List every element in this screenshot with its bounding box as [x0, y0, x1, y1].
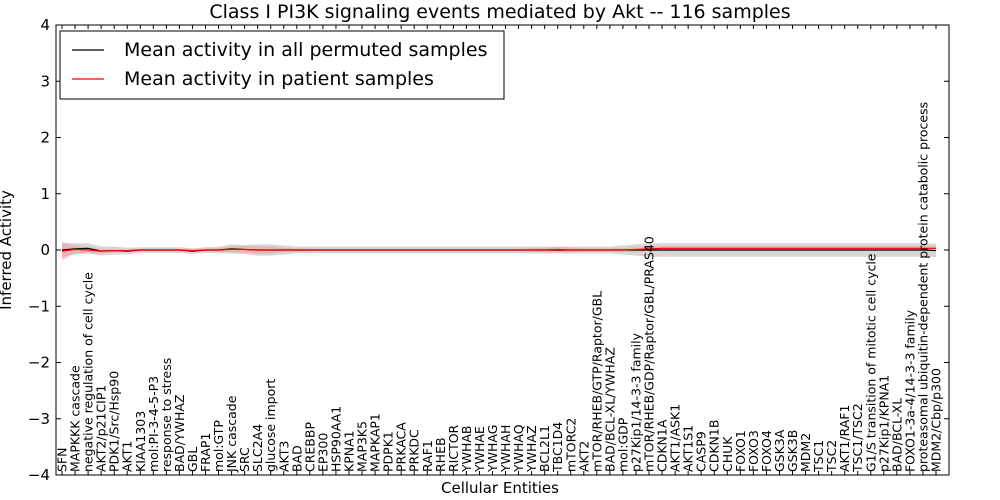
x-category-label: RICTOR: [446, 424, 461, 472]
x-category-label: CASP9: [694, 431, 709, 472]
x-category-label: HSP90AA1: [328, 406, 343, 472]
x-category-label: GSK3B: [785, 430, 800, 472]
x-category-label: FOXO4: [759, 430, 774, 472]
x-category-label: GSK3A: [772, 429, 787, 472]
x-category-label: PDPK1: [381, 431, 396, 472]
x-category-label: FOXO1-3a-4/14-3-3 family: [902, 309, 917, 472]
x-category-label: YWHAE: [472, 426, 487, 473]
x-category-label: AKT1/RAF1: [837, 405, 852, 472]
x-category-label: mol:PI-3-4-5-P3: [146, 376, 161, 472]
x-category-label: mol:GTP: [211, 420, 226, 472]
legend-box: [59, 30, 505, 100]
legend: Mean activity in all permuted samples Mea…: [59, 30, 505, 100]
x-category-label: response to stress: [159, 358, 174, 472]
y-tick-label: 4: [40, 16, 50, 34]
x-category-label: AKT3: [276, 441, 291, 472]
x-category-label: CDKN1A: [655, 419, 670, 472]
x-category-label: FOXO1: [733, 430, 748, 472]
x-category-label: GBL: [185, 447, 200, 472]
x-category-label: JNK cascade: [224, 395, 239, 473]
y-tick-label: −1: [28, 297, 50, 315]
plot-area: [61, 242, 937, 261]
legend-label-1: Mean activity in all permuted samples: [124, 39, 487, 61]
y-tick-label: 2: [40, 129, 50, 147]
x-category-label: FRAP1: [198, 433, 213, 472]
y-tick-label: −3: [28, 410, 50, 428]
y-tick-label: 1: [40, 185, 50, 203]
x-category-label: CREBBP: [302, 422, 317, 472]
x-category-label: TSC2: [824, 440, 839, 473]
x-category-label: YWHAZ: [524, 425, 539, 473]
x-category-label: BCL2L1: [537, 425, 552, 472]
x-category-label: AKT2/p21CIP1: [94, 385, 109, 472]
x-category-label: p27Kip1/14-3-3 family: [628, 332, 643, 472]
x-category-label: MAPKKK cascade: [68, 365, 83, 472]
x-category-label: p27Kip1/KPNA1: [876, 375, 891, 472]
x-category-label: negative regulation of cell cycle: [81, 272, 96, 472]
series-band-2: [62, 242, 936, 261]
x-category-label: BAD/BCL-XL: [889, 398, 904, 472]
x-category-label: CDKN1B: [707, 420, 722, 472]
x-category-label: SFN: [55, 448, 70, 472]
x-category-label: YWHAG: [485, 425, 500, 473]
x-category-label: PRKDC: [407, 429, 422, 472]
x-category-label: RAF1: [420, 440, 435, 472]
x-category-label: G1/S transition of mitotic cell cycle: [863, 253, 878, 472]
y-tick-label: 0: [40, 241, 50, 259]
x-category-label: TBC1D4: [550, 422, 565, 473]
y-axis: 4 3 2 1 0 −1 −2 −3 −4: [28, 16, 949, 484]
x-category-label: PDK1/Src/Hsp90: [107, 371, 122, 472]
y-tick-label: 3: [40, 72, 50, 90]
x-category-label: PRKACA: [394, 422, 409, 472]
x-category-label: YWHAQ: [511, 424, 526, 473]
x-category-label: TSC1/TSC2: [850, 403, 865, 473]
x-category-label: SLC2A4: [250, 424, 265, 472]
x-category-label: MDM2/Cbp/p300: [929, 368, 944, 472]
x-category-label: AKT1/ASK1: [668, 404, 683, 472]
x-category-label: mol:GDP: [615, 417, 630, 472]
x-category-label: AKT1: [120, 441, 135, 472]
x-category-label: mTORC2: [563, 418, 578, 472]
x-category-label: RHEB: [433, 437, 448, 472]
x-category-label: EP300: [315, 433, 330, 472]
x-category-label: TSC1: [811, 440, 826, 473]
x-category-label: glucose import: [263, 379, 278, 472]
x-category-label: MAPKAP1: [368, 413, 383, 472]
x-axis-label: Cellular Entities: [441, 479, 559, 497]
x-category-label: BAD: [289, 445, 304, 472]
x-category-label: SRC: [237, 447, 252, 472]
x-category-label: MAP3K5: [355, 421, 370, 472]
legend-label-2: Mean activity in patient samples: [124, 68, 434, 90]
x-category-label: YWHAB: [459, 425, 474, 473]
x-category-label: KPNA1: [341, 430, 356, 472]
x-category-label: MDM2: [798, 433, 813, 472]
x-category-label: BAD/BCL-XL/YWHAZ: [602, 347, 617, 472]
chart-title: Class I PI3K signaling events mediated b…: [209, 1, 790, 23]
x-category-label: proteasomal ubiquitin-dependent protein …: [915, 102, 930, 472]
series-line-2: [61, 247, 936, 252]
x-category-label: KIAA1303: [133, 411, 148, 472]
y-tick-label: −2: [28, 354, 50, 372]
x-category-label: mTOR/RHEB/GTP/Raptor/GBL: [589, 291, 604, 472]
y-tick-label: −4: [28, 466, 50, 484]
y-axis-label: Inferred Activity: [0, 190, 15, 310]
x-category-label: YWHAH: [498, 425, 513, 473]
x-category-label: CHUK: [720, 436, 735, 472]
x-category-label: FOXO3: [746, 430, 761, 472]
x-category-label: mTOR/RHEB/GDP/Raptor/GBL/PRAS40: [642, 236, 657, 472]
x-category-label: AKT1S1: [681, 425, 696, 472]
x-category-label: BAD/YWHAZ: [172, 395, 187, 472]
x-category-label: AKT2: [576, 441, 591, 472]
